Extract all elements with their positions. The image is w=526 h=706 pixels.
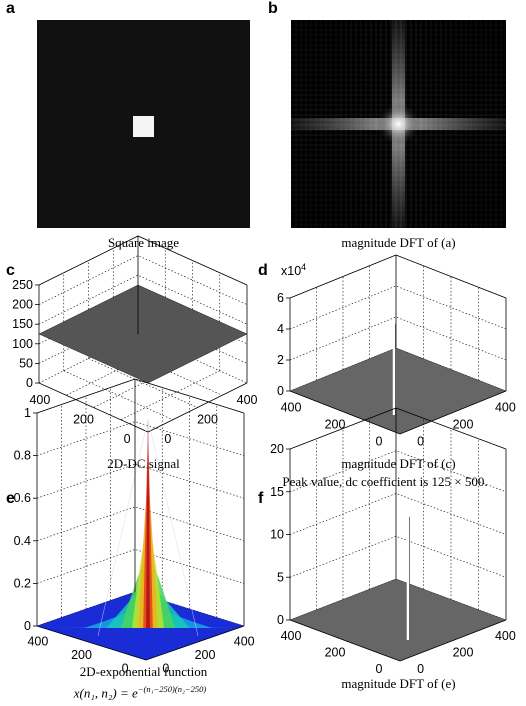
caption-c: 2D-DC signal <box>107 456 180 471</box>
z-gridline <box>289 450 507 493</box>
z-tick-label: 1 <box>24 406 31 420</box>
x-tick-label: 0 <box>124 432 131 446</box>
z-tick-label: 250 <box>12 278 33 292</box>
z-tick-label: 0 <box>24 619 31 633</box>
dft-pattern <box>291 20 506 228</box>
z-tick-label: 6 <box>277 291 284 305</box>
caption-e: 2D-exponential function <box>79 664 208 679</box>
floor-gridline <box>88 358 198 408</box>
z-gridline <box>289 535 507 578</box>
y-tick-label: 200 <box>453 646 474 660</box>
z-tick-label: 0.4 <box>14 534 31 548</box>
box-top-edge <box>289 407 507 450</box>
z-tick-label: 0.2 <box>14 576 31 590</box>
x-tick-label: 400 <box>281 629 302 643</box>
caption-d-note: Peak value, dc coefficient is 125 × 500. <box>282 474 488 489</box>
y-tick-label: 0 <box>417 662 424 676</box>
z-tick-label: 5 <box>277 570 284 584</box>
x-tick-label: 200 <box>73 413 94 427</box>
formula-e: x(n₁, n₂) = e−(n₁−250)(n₂−250) <box>20 684 260 701</box>
y-tick-label: 0 <box>162 662 169 676</box>
z-tick-label: 0.8 <box>14 449 31 463</box>
z-gridline <box>36 421 245 456</box>
exp-peak-mesh <box>97 419 199 637</box>
z-tick-label: 15 <box>270 485 284 499</box>
x-tick-label: 0 <box>376 662 383 676</box>
y-tick-label: 200 <box>197 413 218 427</box>
y-tick-label: 400 <box>495 400 516 414</box>
z-tick-label: 2 <box>277 353 284 367</box>
z-tick-label: 20 <box>270 442 284 456</box>
formula-exp: −(n₁−250)(n₂−250) <box>137 684 207 694</box>
z-tick-label: 100 <box>12 337 33 351</box>
z-tick-label: 200 <box>12 298 33 312</box>
caption-d: magnitude DFT of (c) <box>341 456 456 471</box>
z-gridline <box>36 549 245 584</box>
x-tick-label: 200 <box>325 646 346 660</box>
z-tick-label: 0 <box>277 613 284 627</box>
exponent-base: x10 <box>281 264 302 279</box>
floor-gridline <box>120 370 220 421</box>
z-tick-label: 0 <box>26 376 33 390</box>
z-gridline <box>289 316 507 361</box>
exponent-power: 4 <box>301 262 307 272</box>
dft-magnitude-image <box>291 20 506 228</box>
z-tick-label: 0 <box>277 384 284 398</box>
x-tick-label: 400 <box>29 393 50 407</box>
z-gridline <box>289 285 507 330</box>
white-square <box>133 116 154 137</box>
x-tick-label: 0 <box>122 662 129 676</box>
panel-label-a: a <box>6 0 15 17</box>
box-floor-edge <box>289 390 507 435</box>
y-tick-label: 400 <box>234 634 255 648</box>
caption-b: magnitude DFT of (a) <box>341 235 456 250</box>
dft-floor <box>289 578 507 662</box>
z-tick-label: 50 <box>19 356 33 370</box>
square-image <box>37 20 250 228</box>
z-gridline <box>38 274 248 325</box>
box-floor-edge <box>36 625 245 661</box>
panel-label-b: b <box>268 0 278 17</box>
y-tick-label: 400 <box>495 629 516 643</box>
panel-label-c: c <box>6 262 15 279</box>
z-tick-label: 4 <box>277 322 284 336</box>
x-tick-label: 200 <box>71 648 92 662</box>
z-gridline <box>38 333 248 384</box>
z-tick-label: 10 <box>270 528 284 542</box>
floor-gridline <box>63 370 173 421</box>
z-tick-label: 0.6 <box>14 491 31 505</box>
panel-label-e: e <box>6 490 15 507</box>
caption-f: magnitude DFT of (e) <box>341 676 456 691</box>
z-gridline <box>36 506 245 542</box>
y-tick-label: 400 <box>237 393 258 407</box>
exponent-label: x104 <box>281 262 306 278</box>
y-tick-label: 200 <box>195 648 216 662</box>
x-tick-label: 0 <box>376 435 383 449</box>
z-gridline <box>38 255 248 305</box>
panel-label-d: d <box>258 262 268 279</box>
y-tick-label: 200 <box>453 418 474 432</box>
z-gridline <box>289 493 507 535</box>
z-tick-label: 150 <box>12 317 33 331</box>
formula-lhs: x(n₁, n₂) = e <box>73 685 138 701</box>
z-gridline <box>36 463 245 499</box>
y-tick-label: 0 <box>164 432 171 446</box>
exp-peak-layer <box>146 419 150 628</box>
x-tick-label: 200 <box>325 418 346 432</box>
panel-label-f: f <box>258 490 264 507</box>
box-floor-edge <box>289 619 507 662</box>
y-tick-label: 0 <box>417 435 424 449</box>
z-gridline <box>289 407 507 450</box>
x-tick-label: 400 <box>281 400 302 414</box>
x-tick-label: 400 <box>27 634 48 648</box>
